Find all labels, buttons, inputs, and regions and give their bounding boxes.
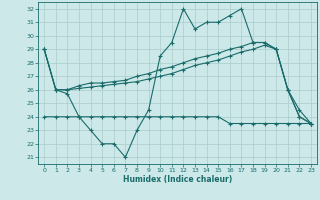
X-axis label: Humidex (Indice chaleur): Humidex (Indice chaleur) [123,175,232,184]
